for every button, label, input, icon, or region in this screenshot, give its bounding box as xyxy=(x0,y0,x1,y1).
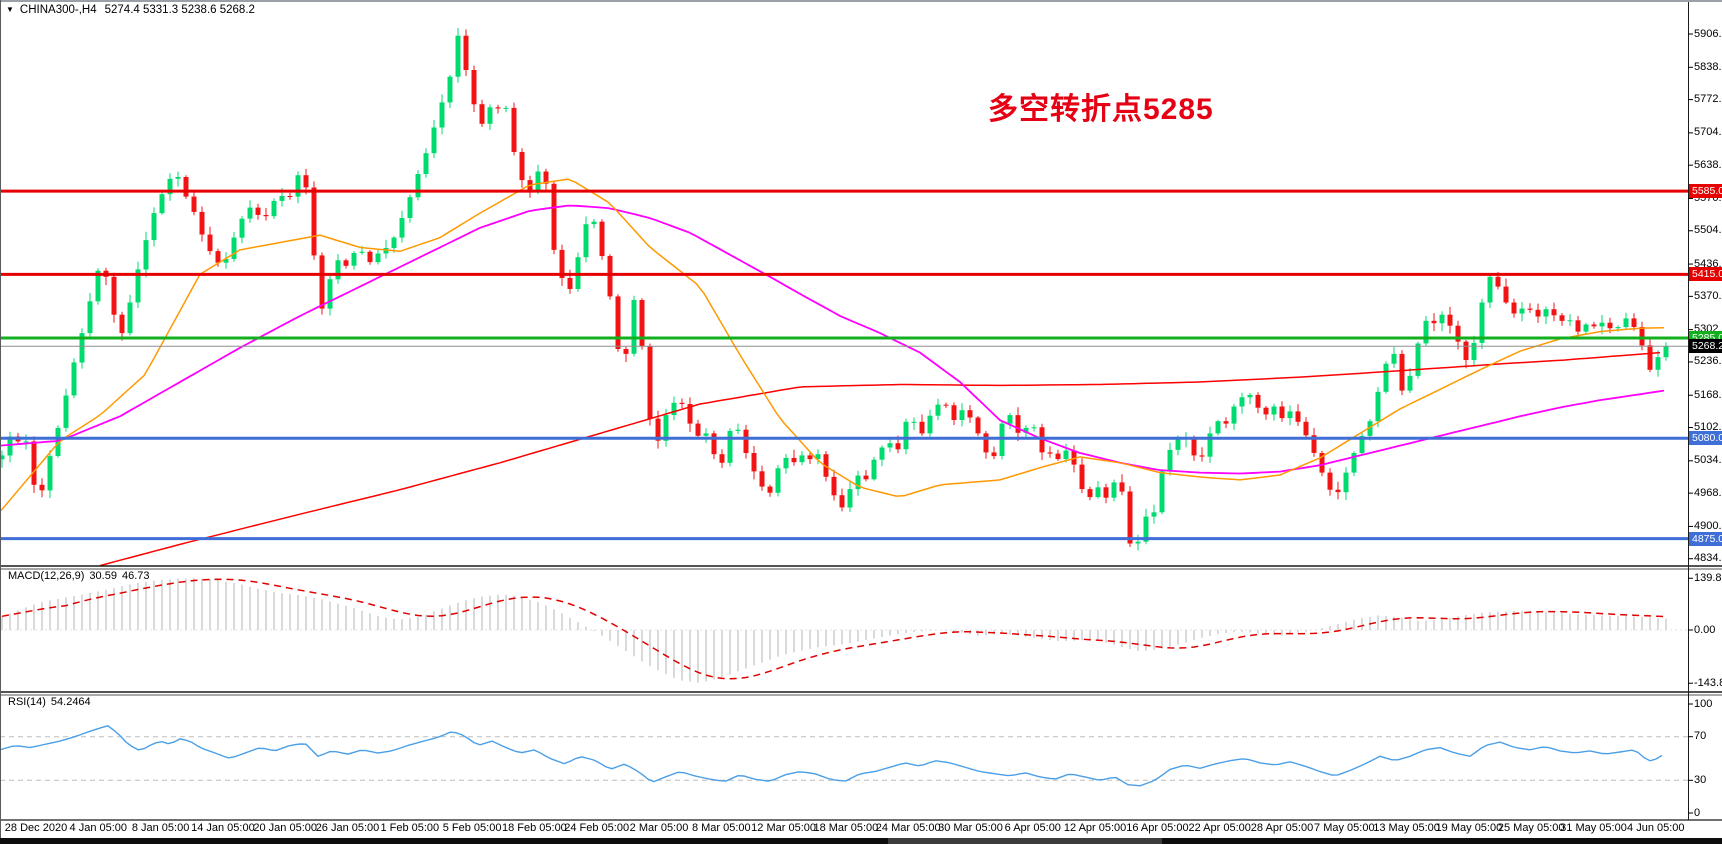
price-tick-label: 5504.0 xyxy=(1694,224,1722,237)
macd-tick-label: 139.86 xyxy=(1694,571,1722,584)
rsi-name: RSI(14) xyxy=(8,696,46,708)
rsi-line xyxy=(0,725,1663,787)
date-label: 12 Mar 05:00 xyxy=(751,822,817,834)
window-top-edge xyxy=(0,0,1722,2)
rsi-tick-label: 100 xyxy=(1694,697,1713,710)
ma-orange-line xyxy=(0,178,1665,513)
date-label: 25 May 05:00 xyxy=(1497,822,1565,834)
symbol-timeframe-label: CHINA300-,H4 xyxy=(19,4,97,16)
date-label: 2 Mar 05:00 xyxy=(629,822,689,834)
ohlc-readout: 5274.4 5331.3 5238.6 5268.2 xyxy=(104,4,255,16)
price-tick-label: 5906.0 xyxy=(1694,27,1722,40)
date-label: 19 May 05:00 xyxy=(1435,822,1503,834)
rsi-value: 54.2464 xyxy=(50,696,91,708)
hline-price-tag: 4875.0 xyxy=(1689,531,1722,546)
date-label: 26 Jan 05:00 xyxy=(315,822,380,834)
date-label: 5 Feb 05:00 xyxy=(442,822,502,834)
price-tick-label: 5168.0 xyxy=(1694,388,1722,401)
date-label: 8 Jan 05:00 xyxy=(131,822,190,834)
macd-signal-line xyxy=(1,578,1667,680)
date-label: 12 Apr 05:00 xyxy=(1063,822,1127,834)
hline-price-tag: 5080.0 xyxy=(1689,431,1722,446)
price-tick-label: 5772.0 xyxy=(1694,93,1722,106)
date-label: 6 Apr 05:00 xyxy=(1004,822,1061,834)
date-label: 16 Apr 05:00 xyxy=(1126,822,1189,834)
rsi-tick-label: 0 xyxy=(1694,806,1701,819)
macd-histogram xyxy=(1,578,1667,683)
price-tick-label: 4968.0 xyxy=(1694,486,1722,499)
macd-main-value: 30.59 xyxy=(89,570,117,582)
macd-name: MACD(12,26,9) xyxy=(8,570,85,582)
macd-tick-label: 0.00 xyxy=(1694,623,1716,636)
macd-tick-label: -143.82 xyxy=(1694,676,1722,689)
macd-signal-value: 46.73 xyxy=(121,570,150,582)
price-tick-label: 5704.0 xyxy=(1694,126,1722,139)
taskbar-segment xyxy=(888,838,1162,844)
date-label: 13 May 05:00 xyxy=(1373,822,1440,834)
date-label: 31 May 05:00 xyxy=(1560,822,1627,834)
price-tick-label: 5638.0 xyxy=(1694,158,1722,171)
price-tick-label: 5236.0 xyxy=(1694,355,1722,368)
date-label: 18 Feb 05:00 xyxy=(501,822,567,834)
date-label: 24 Feb 05:00 xyxy=(564,822,630,834)
date-label: 30 Mar 05:00 xyxy=(938,822,1003,834)
date-label: 20 Jan 05:00 xyxy=(253,822,317,834)
price-tick-label: 5436.0 xyxy=(1694,257,1722,270)
date-label: 14 Jan 05:00 xyxy=(191,822,255,834)
hline-price-tag: 5585.0 xyxy=(1689,184,1722,199)
price-tick-label: 5370.0 xyxy=(1694,289,1722,302)
ma-magenta-line xyxy=(0,204,1665,475)
rsi-tick-label: 70 xyxy=(1694,730,1707,743)
price-tick-label: 5102.0 xyxy=(1694,421,1722,434)
date-label: 24 Mar 05:00 xyxy=(875,822,941,834)
macd-indicator-label: MACD(12,26,9) 30.59 46.73 xyxy=(8,570,154,582)
price-tick-label: 4834.0 xyxy=(1694,552,1722,565)
date-label: 28 Apr 05:00 xyxy=(1250,822,1314,834)
chart-title: ▼ CHINA300-,H4 5274.4 5331.3 5238.6 5268.2 xyxy=(6,4,255,16)
date-label: 1 Feb 05:00 xyxy=(380,822,440,834)
price-tick-label: 5838.0 xyxy=(1694,60,1722,73)
price-tick-label: 5034.0 xyxy=(1694,454,1722,467)
window-left-edge xyxy=(0,0,1,838)
date-label: 4 Jun 05:00 xyxy=(1627,822,1685,834)
date-label: 22 Apr 05:00 xyxy=(1188,822,1251,834)
date-label: 8 Mar 05:00 xyxy=(691,822,751,834)
hline-price-tag: 5415.0 xyxy=(1689,267,1722,282)
date-label: 28 Dec 2020 xyxy=(4,822,68,834)
price-tick-label: 4900.0 xyxy=(1694,519,1722,532)
symbol-dropdown-icon[interactable]: ▼ xyxy=(6,5,14,14)
rsi-indicator-label: RSI(14) 54.2464 xyxy=(8,696,96,708)
date-label: 18 Mar 05:00 xyxy=(813,822,879,834)
taskbar-strip[interactable] xyxy=(0,838,1722,844)
annotation-text: 多空转折点5285 xyxy=(988,93,1214,126)
date-label: 7 May 05:00 xyxy=(1314,822,1375,834)
date-label: 4 Jan 05:00 xyxy=(69,822,128,834)
current-price-tag: 5268.2 xyxy=(1689,339,1722,354)
rsi-tick-label: 30 xyxy=(1694,773,1707,786)
ma-red-line xyxy=(99,351,1661,567)
